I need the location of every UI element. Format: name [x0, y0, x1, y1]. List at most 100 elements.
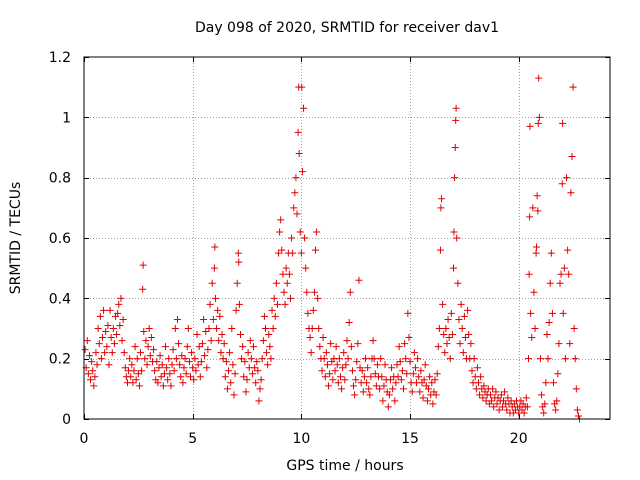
data-point [445, 334, 453, 342]
data-point [290, 204, 298, 212]
data-point [273, 300, 281, 308]
y-tick-label: 0.8 [49, 171, 71, 187]
data-point [392, 379, 400, 387]
data-point [278, 246, 286, 254]
data-point [239, 343, 247, 351]
data-point [308, 325, 316, 332]
data-point [489, 385, 497, 393]
data-point [343, 337, 351, 345]
data-point [87, 376, 95, 384]
data-point [182, 370, 190, 378]
data-point [372, 382, 380, 390]
data-point [156, 352, 164, 360]
data-point [504, 394, 512, 402]
data-point [459, 349, 467, 357]
data-point [403, 370, 411, 378]
data-point [321, 373, 329, 381]
data-point [165, 355, 173, 363]
data-point [157, 373, 165, 381]
data-point [443, 340, 451, 348]
data-point [150, 346, 158, 354]
data-point [101, 349, 109, 357]
data-point [162, 343, 170, 351]
data-point [559, 309, 567, 317]
data-point [242, 388, 250, 396]
data-point [400, 385, 408, 393]
data-point [473, 364, 481, 372]
data-point [297, 249, 305, 257]
data-point [294, 128, 302, 136]
data-point [533, 192, 541, 200]
data-point [103, 343, 111, 351]
data-point [364, 364, 372, 372]
data-point [531, 325, 539, 332]
data-point [565, 270, 573, 278]
data-point [282, 264, 290, 272]
data-point [159, 382, 167, 390]
chart-title: Day 098 of 2020, SRMTID for receiver dav… [195, 20, 499, 36]
data-point [222, 358, 230, 366]
data-point [355, 276, 363, 284]
data-point [344, 355, 352, 363]
data-point [95, 340, 103, 348]
data-point [465, 331, 473, 339]
data-point [169, 346, 177, 354]
data-point [177, 373, 185, 381]
data-point [83, 337, 91, 345]
data-point [389, 385, 397, 393]
data-point [154, 379, 162, 387]
data-point [281, 300, 289, 308]
data-point [347, 343, 355, 351]
data-point [138, 367, 146, 375]
data-point [144, 343, 152, 351]
data-point [100, 306, 108, 314]
data-point [318, 367, 326, 375]
data-point [164, 376, 172, 384]
data-point [128, 361, 136, 369]
data-point [221, 373, 229, 381]
data-point [336, 373, 344, 381]
data-point [380, 382, 388, 390]
data-point [555, 340, 563, 348]
data-point [553, 397, 561, 405]
data-point [263, 349, 271, 357]
data-point [563, 174, 571, 182]
data-point [547, 249, 555, 257]
data-point [352, 376, 360, 384]
data-point [211, 243, 219, 251]
data-point [397, 376, 405, 384]
data-point [279, 270, 287, 278]
data-point [214, 306, 222, 314]
data-point [461, 334, 469, 342]
data-point [323, 361, 331, 369]
data-point [298, 168, 306, 176]
data-point [176, 361, 184, 369]
data-point [423, 397, 431, 405]
data-point [331, 367, 339, 375]
data-point [270, 294, 278, 302]
data-point [139, 285, 147, 293]
data-point [540, 409, 548, 417]
data-point [106, 306, 114, 314]
data-point [139, 261, 147, 269]
data-point [342, 361, 350, 369]
data-point [244, 349, 252, 357]
data-point [163, 364, 171, 372]
data-point [351, 391, 359, 399]
data-point [455, 315, 463, 323]
data-point [425, 385, 433, 393]
data-point [147, 334, 155, 342]
data-point [348, 367, 356, 375]
data-point [554, 370, 562, 378]
data-point [442, 325, 450, 332]
data-point [420, 376, 428, 384]
data-point [303, 288, 311, 296]
data-point [370, 355, 378, 363]
data-point [570, 325, 578, 332]
data-point [568, 153, 576, 161]
data-point [81, 346, 89, 354]
data-point [384, 403, 392, 411]
data-point [121, 364, 129, 372]
data-point [398, 367, 406, 375]
